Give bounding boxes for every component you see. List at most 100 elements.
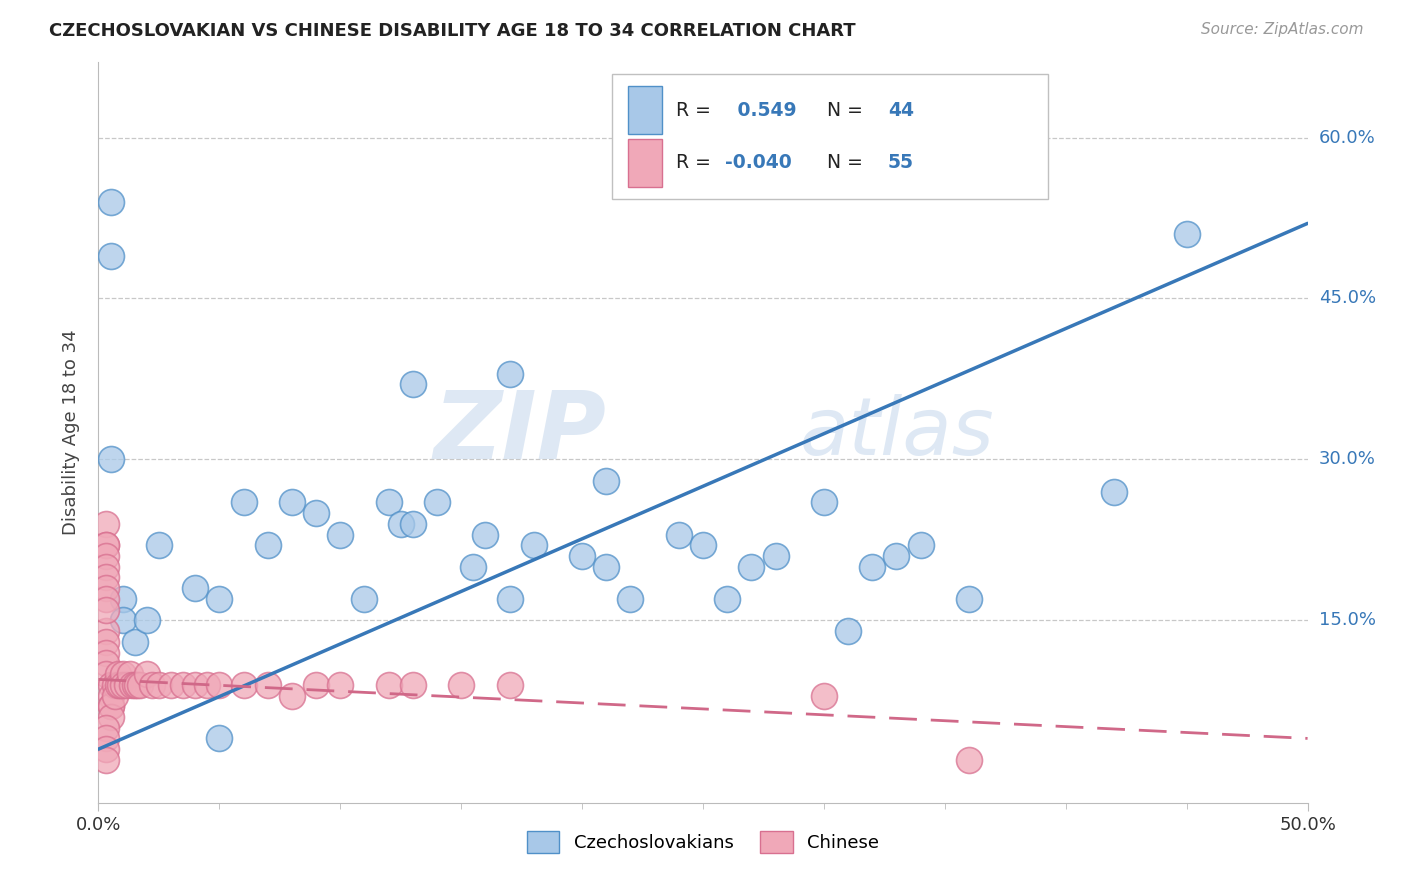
Text: 44: 44 [889, 101, 914, 120]
Text: -0.040: -0.040 [724, 153, 792, 172]
Point [121, 678, 143, 692]
Point [692, 538, 714, 552]
Text: R =: R = [676, 101, 717, 120]
Point [94, 516, 117, 531]
Point [160, 678, 183, 692]
Text: R =: R = [676, 153, 717, 172]
Legend: Czechoslovakians, Chinese: Czechoslovakians, Chinese [519, 824, 887, 861]
Point [498, 591, 520, 606]
Point [94, 635, 117, 649]
Point [402, 678, 425, 692]
Point [450, 678, 472, 692]
Point [111, 678, 134, 692]
Point [94, 570, 117, 584]
Text: 60.0%: 60.0% [1319, 128, 1375, 146]
Point [118, 667, 141, 681]
Point [111, 667, 134, 681]
Point [104, 678, 127, 692]
Point [104, 689, 127, 703]
Point [886, 549, 908, 563]
Point [94, 731, 117, 746]
Point [100, 194, 122, 209]
Text: 0.549: 0.549 [731, 101, 796, 120]
Point [117, 678, 139, 692]
Point [389, 516, 412, 531]
Point [208, 678, 231, 692]
Point [957, 591, 980, 606]
Bar [628, 138, 662, 186]
Point [305, 506, 328, 520]
Point [595, 559, 617, 574]
Point [910, 538, 932, 552]
Point [107, 678, 129, 692]
Point [94, 624, 117, 639]
Point [94, 657, 117, 671]
Text: 15.0%: 15.0% [1319, 611, 1375, 630]
Text: ZIP: ZIP [433, 386, 606, 479]
Point [100, 678, 122, 692]
Point [860, 559, 883, 574]
Point [426, 495, 449, 509]
Point [172, 678, 194, 692]
Point [463, 559, 485, 574]
Point [94, 581, 117, 595]
Text: CZECHOSLOVAKIAN VS CHINESE DISABILITY AGE 18 TO 34 CORRELATION CHART: CZECHOSLOVAKIAN VS CHINESE DISABILITY AG… [49, 22, 856, 40]
Point [595, 474, 617, 488]
Point [377, 678, 399, 692]
Point [619, 591, 641, 606]
Point [281, 689, 304, 703]
Point [111, 614, 134, 628]
Point [100, 699, 122, 714]
Point [837, 624, 859, 639]
Point [94, 538, 117, 552]
Point [281, 495, 304, 509]
Point [329, 527, 352, 541]
Point [256, 678, 278, 692]
Point [148, 538, 170, 552]
Point [195, 678, 218, 692]
Bar [628, 87, 662, 135]
Point [498, 678, 520, 692]
Text: 55: 55 [889, 153, 914, 172]
Point [1175, 227, 1198, 241]
Point [813, 689, 835, 703]
Point [124, 678, 146, 692]
Text: 45.0%: 45.0% [1319, 290, 1376, 308]
Point [813, 495, 835, 509]
Point [94, 742, 117, 756]
Point [232, 678, 254, 692]
Point [668, 527, 690, 541]
Point [141, 678, 163, 692]
Point [1102, 484, 1125, 499]
Point [94, 667, 117, 681]
Point [111, 591, 134, 606]
Point [305, 678, 328, 692]
Point [94, 538, 117, 552]
Point [184, 678, 207, 692]
Point [128, 678, 150, 692]
Point [208, 731, 231, 746]
Point [100, 699, 122, 714]
Point [135, 614, 157, 628]
Point [765, 549, 787, 563]
Point [256, 538, 278, 552]
Point [184, 581, 207, 595]
Text: N =: N = [815, 153, 869, 172]
Point [107, 667, 129, 681]
Point [124, 635, 146, 649]
Point [100, 710, 122, 724]
Point [402, 377, 425, 392]
Text: Source: ZipAtlas.com: Source: ZipAtlas.com [1201, 22, 1364, 37]
Point [94, 591, 117, 606]
Point [148, 678, 170, 692]
Point [127, 678, 149, 692]
Point [135, 667, 157, 681]
Point [94, 549, 117, 563]
Point [498, 367, 520, 381]
Point [523, 538, 546, 552]
Point [94, 602, 117, 616]
Point [94, 753, 117, 767]
Point [94, 559, 117, 574]
Point [474, 527, 496, 541]
Y-axis label: Disability Age 18 to 34: Disability Age 18 to 34 [62, 330, 80, 535]
